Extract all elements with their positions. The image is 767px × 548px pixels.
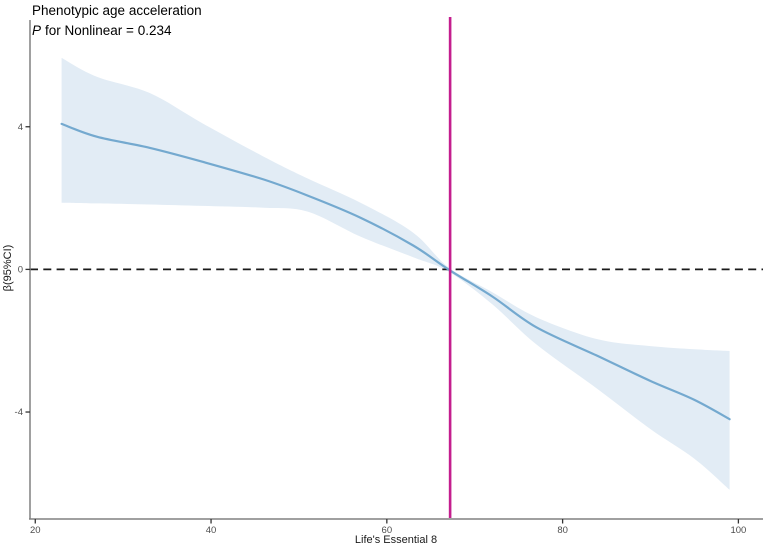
confidence-band [61, 57, 730, 490]
p-symbol: P [32, 23, 42, 38]
y-tick-label: 4 [18, 122, 23, 133]
y-tick-label: 0 [18, 265, 23, 276]
x-tick-label: 80 [557, 525, 568, 536]
y-axis-title: β(95%CI) [2, 245, 14, 292]
plot-title: Phenotypic age acceleration [32, 3, 202, 18]
fitted-spline-line [60, 122, 731, 421]
x-axis-title: Life's Essential 8 [355, 534, 437, 546]
p-nonlinear-text: for Nonlinear = 0.234 [45, 23, 172, 38]
y-tick-label: -4 [15, 407, 23, 418]
x-tick-label: 60 [382, 525, 393, 536]
x-tick-label: 20 [30, 525, 41, 536]
x-tick-label: 40 [206, 525, 217, 536]
x-tick-label: 100 [730, 525, 746, 536]
